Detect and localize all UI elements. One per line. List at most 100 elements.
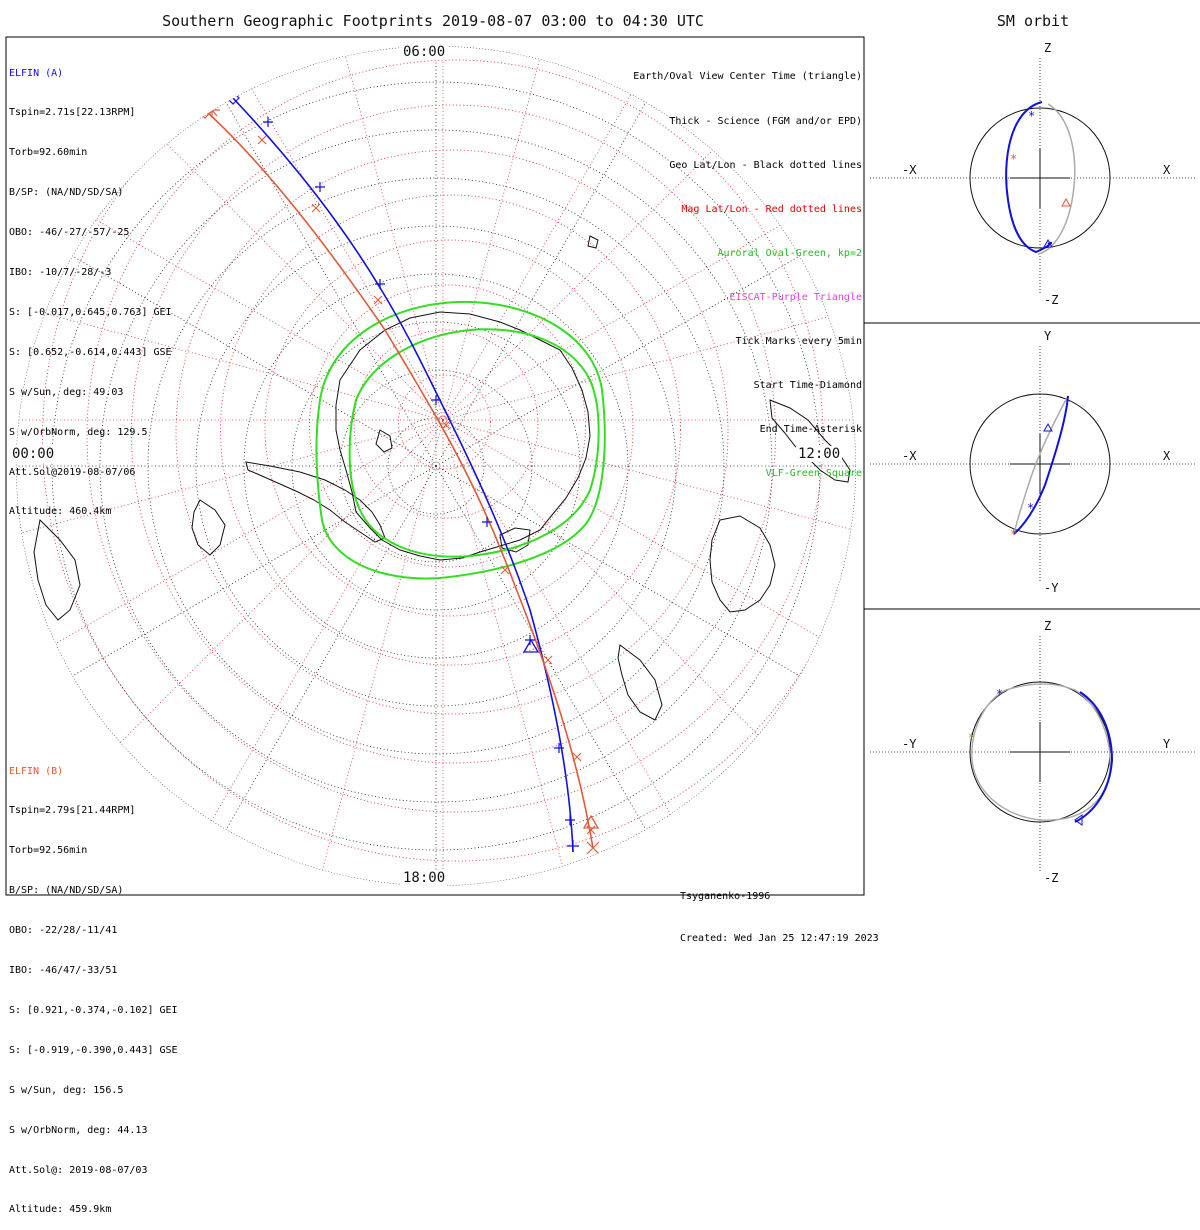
legend: Earth/Oval View Center Time (triangle) T… xyxy=(633,41,862,497)
elfin-a-tick xyxy=(525,635,535,645)
elfin-a-info: ELFIN (A) Tspin=2.71s[22.13RPM] Torb=92.… xyxy=(9,40,172,532)
elfin-a-tick xyxy=(431,395,441,405)
elfin-a-line: IBO: -10/7/-28/-3 xyxy=(9,267,112,279)
sm-asterisk: * xyxy=(1027,501,1034,515)
coastline xyxy=(587,235,599,249)
mag-longitude-line xyxy=(442,419,679,828)
mag-longitude-line xyxy=(207,419,444,828)
sm-axis-label-right: X xyxy=(1163,163,1171,177)
mag-longitude-line xyxy=(320,419,444,875)
elfin-b-tick xyxy=(586,825,596,835)
legend-item: Tick Marks every 5min xyxy=(735,336,862,348)
mag-longitude-line xyxy=(442,419,776,753)
auroral-oval-inner xyxy=(348,328,600,558)
elfin-a-line: S w/OrbNorm, deg: 129.5 xyxy=(9,426,148,438)
elfin-b-line: Altitude: 459.9km xyxy=(9,1204,112,1216)
mag-longitude-line xyxy=(16,297,444,421)
mag-longitude-line xyxy=(442,297,856,421)
sm-axis-label-bottom: -Z xyxy=(1044,293,1058,307)
coastline xyxy=(499,527,531,553)
elfin-a-tick xyxy=(315,182,325,192)
mag-longitude-line xyxy=(110,419,444,753)
coastline xyxy=(375,429,393,453)
elfin-a-tick xyxy=(565,815,575,825)
geo-latitude-line xyxy=(51,81,821,851)
geo-longitude-line xyxy=(435,102,647,467)
elfin-b-end xyxy=(586,841,600,855)
mag-latitude-line xyxy=(220,194,681,666)
sm-asterisk: * xyxy=(1010,152,1017,166)
mag-longitude-line xyxy=(35,184,444,421)
elfin-a-line: Att.Sol@2019-08-07/06 xyxy=(9,466,136,478)
elfin-b-line: IBO: -46/47/-33/51 xyxy=(9,965,118,977)
sm-orbit-b xyxy=(971,683,1111,821)
mlt-label-top: 06:00 xyxy=(401,44,448,60)
elfin-a-line: S: [0.652,-0.614,0.443] GSE xyxy=(9,346,172,358)
mag-longitude-line xyxy=(442,46,679,421)
geo-longitude-line xyxy=(435,465,800,677)
mlt-label-bottom: 18:00 xyxy=(401,870,448,886)
elfin-b-line: Torb=92.56min xyxy=(9,845,88,857)
sm-orbit-a xyxy=(1013,395,1069,535)
legend-item: VLF-Green Square xyxy=(765,468,862,480)
auroral-oval-outer xyxy=(315,300,606,580)
mag-latitude-line xyxy=(175,149,729,715)
sm-asterisk: * xyxy=(1010,527,1017,541)
mag-latitude-line xyxy=(86,59,824,813)
elfin-b-tick xyxy=(500,565,510,575)
elfin-a-line: Torb=92.60min xyxy=(9,147,88,159)
elfin-a-name: ELFIN (A) xyxy=(9,67,64,79)
geo-longitude-line xyxy=(72,255,437,467)
sm-triangle xyxy=(1061,197,1071,207)
sm-orbit-a xyxy=(1005,101,1053,254)
elfin-b-info: ELFIN (B) Tspin=2.79s[21.44RPM] Torb=92.… xyxy=(9,738,178,1230)
mag-latitude-line xyxy=(353,329,539,519)
elfin-b-line: S: [0.921,-0.374,-0.102] GEI xyxy=(9,1004,178,1016)
elfin-b-line: Att.Sol@: 2019-08-07/03 xyxy=(9,1164,148,1176)
created-timestamp: Created: Wed Jan 25 12:47:19 2023 xyxy=(680,933,879,944)
sm-triangle xyxy=(1043,238,1053,248)
coastline xyxy=(335,311,591,561)
coastline xyxy=(709,515,776,613)
elfin-b-name: ELFIN (B) xyxy=(9,765,64,777)
coastline xyxy=(769,399,851,483)
elfin-a-end xyxy=(567,840,579,852)
geo-latitude-line xyxy=(387,417,485,515)
geo-longitude-line xyxy=(225,465,437,830)
mag-longitude-line xyxy=(442,419,856,543)
elfin-b-line: S w/Sun, deg: 156.5 xyxy=(9,1084,124,1096)
sm-axis-label-top: Z xyxy=(1044,41,1051,55)
elfin-b-tick xyxy=(257,135,267,145)
elfin-b-center-triangle xyxy=(582,814,600,829)
mag-longitude-line xyxy=(35,419,444,656)
elfin-b-line: Tspin=2.79s[21.44RPM] xyxy=(9,805,136,817)
mag-latitude-line xyxy=(131,104,776,764)
legend-item: Auroral Oval-Green, kp=2 xyxy=(717,247,863,259)
geo-latitude-line xyxy=(243,273,629,659)
sm-axis-label-top: Y xyxy=(1044,329,1052,343)
elfin-b-tick xyxy=(373,295,383,305)
sm-asterisk: * xyxy=(996,687,1003,701)
elfin-b-tick xyxy=(543,655,553,665)
legend-item: Start Time-Diamond xyxy=(753,380,862,392)
elfin-a-track xyxy=(232,97,574,853)
mag-latitude-line xyxy=(398,374,491,470)
mag-longitude-line xyxy=(442,184,851,421)
elfin-b-asterisk xyxy=(204,102,220,118)
elfin-a-line: Tspin=2.71s[22.13RPM] xyxy=(9,107,136,119)
geo-latitude-line xyxy=(339,369,533,563)
sm-triangle xyxy=(1074,814,1083,826)
elfin-a-line: S w/Sun, deg: 49.03 xyxy=(9,386,124,398)
sm-layer: Z -Z -X X Y -Y -X X Z -Z -Y Y * * * * * * xyxy=(870,41,1195,885)
coastline xyxy=(617,644,663,721)
sm-axis-label-right: X xyxy=(1163,449,1171,463)
geo-longitude-line xyxy=(225,102,437,467)
legend-item: Earth/Oval View Center Time (triangle) xyxy=(633,71,862,83)
legend-item: EISCAT-Purple Triangle xyxy=(729,291,862,303)
elfin-b-track xyxy=(204,109,594,849)
elfin-b-tick xyxy=(311,203,321,213)
coastline xyxy=(245,461,386,543)
coastline xyxy=(33,518,81,621)
sm-axis-label-left: -X xyxy=(902,163,917,177)
legend-item: Geo Lat/Lon - Black dotted lines xyxy=(669,159,862,171)
